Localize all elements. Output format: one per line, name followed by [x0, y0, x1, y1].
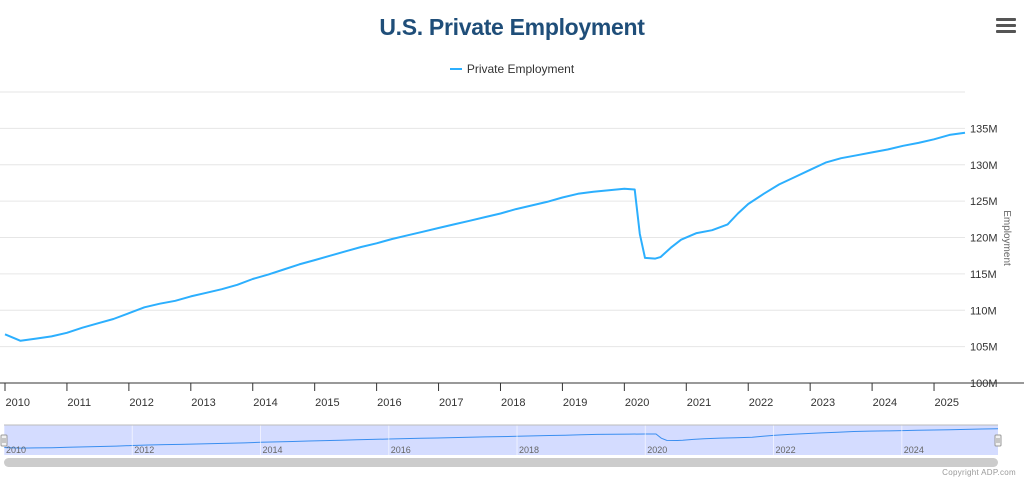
- legend-item-private-employment[interactable]: Private Employment: [449, 62, 575, 76]
- y-tick-label: 100M: [970, 378, 998, 390]
- y-tick-label: 115M: [970, 269, 997, 281]
- copyright-text: Copyright ADP.com: [942, 468, 1016, 477]
- y-tick-label: 130M: [970, 160, 998, 172]
- y-tick-label: 105M: [970, 342, 998, 354]
- menu-bar: [996, 24, 1016, 27]
- chart-title: U.S. Private Employment: [379, 14, 645, 40]
- x-tick-label: 2021: [687, 397, 711, 409]
- y-tick-label: 125M: [970, 196, 998, 208]
- navigator-tick-label: 2024: [904, 445, 924, 455]
- x-tick-label: 2013: [191, 397, 215, 409]
- x-tick-label: 2016: [377, 397, 401, 409]
- y-axis: 100M 105M 110M 115M 120M 125M 130M 135M Employme…: [970, 123, 1012, 390]
- navigator-tick-label: 2020: [647, 445, 667, 455]
- navigator-handle-right[interactable]: [994, 434, 1002, 447]
- x-tick-label: 2025: [935, 397, 959, 409]
- y-tick-label: 110M: [970, 305, 997, 317]
- x-tick-label: 2024: [873, 397, 897, 409]
- scrollbar[interactable]: [4, 458, 998, 467]
- navigator[interactable]: 2010 2012 2014 2016 2018 2020 2022 2024: [0, 424, 1002, 467]
- x-tick-label: 2019: [563, 397, 587, 409]
- x-tick-label: 2011: [67, 397, 91, 409]
- menu-bar: [996, 30, 1016, 33]
- y-axis-title: Employment: [1001, 210, 1012, 266]
- navigator-series-line: [3, 428, 999, 449]
- x-tick-label: 2014: [253, 397, 277, 409]
- navigator-tick-label: 2018: [519, 445, 539, 455]
- legend-label: Private Employment: [466, 62, 575, 76]
- navigator-tick-label: 2014: [263, 445, 283, 455]
- x-tick-label: 2020: [625, 397, 649, 409]
- navigator-tick-label: 2012: [134, 445, 154, 455]
- navigator-tick-label: 2022: [776, 445, 796, 455]
- y-tick-label: 120M: [970, 233, 998, 245]
- navigator-handle-left[interactable]: [0, 434, 8, 447]
- menu-bar: [996, 18, 1016, 21]
- grid-lines: [0, 91, 965, 384]
- x-tick-label: 2017: [439, 397, 463, 409]
- x-tick-label: 2023: [811, 397, 835, 409]
- y-tick-label: 135M: [970, 123, 998, 135]
- navigator-tick-label: 2010: [6, 445, 26, 455]
- navigator-tick-label: 2016: [391, 445, 411, 455]
- x-tick-label: 2010: [6, 397, 30, 409]
- legend: Private Employment: [0, 62, 1024, 76]
- x-tick-label: 2012: [129, 397, 153, 409]
- x-axis: 2010 2011 2012 2013 2014 2015 2016 2017 2018 2019…: [0, 382, 1024, 409]
- navigator-selection: [4, 425, 998, 455]
- series-line-private-employment: [4, 131, 966, 342]
- x-tick-label: 2022: [749, 397, 773, 409]
- legend-swatch: [449, 68, 462, 70]
- hamburger-menu-icon[interactable]: [996, 18, 1016, 34]
- x-tick-label: 2015: [315, 397, 339, 409]
- x-tick-label: 2018: [501, 397, 525, 409]
- series-layer: [4, 131, 966, 342]
